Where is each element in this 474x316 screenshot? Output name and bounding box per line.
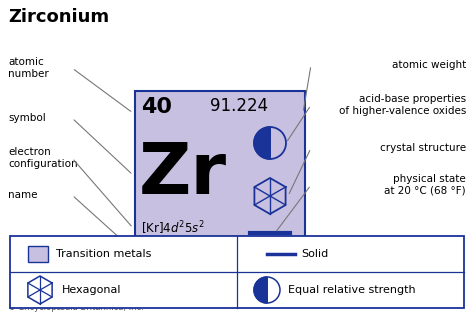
Text: Hexagonal: Hexagonal — [62, 285, 121, 295]
Text: symbol: symbol — [8, 113, 46, 123]
Text: crystal structure: crystal structure — [380, 143, 466, 153]
FancyBboxPatch shape — [10, 236, 464, 308]
Text: name: name — [8, 190, 37, 200]
FancyBboxPatch shape — [135, 91, 305, 266]
Polygon shape — [254, 277, 267, 303]
Text: Zirconium: Zirconium — [8, 8, 109, 26]
Text: Equal relative strength: Equal relative strength — [288, 285, 416, 295]
Text: physical state
at 20 °C (68 °F): physical state at 20 °C (68 °F) — [384, 174, 466, 196]
Text: © Encyclopædia Britannica, Inc.: © Encyclopædia Britannica, Inc. — [8, 303, 144, 312]
Text: atomic weight: atomic weight — [392, 60, 466, 70]
Text: atomic
number: atomic number — [8, 57, 49, 79]
Text: zirconium: zirconium — [141, 243, 209, 257]
Text: 91.224: 91.224 — [210, 97, 268, 115]
Text: electron
configuration: electron configuration — [8, 147, 78, 169]
FancyBboxPatch shape — [28, 246, 48, 262]
Text: 40: 40 — [141, 97, 172, 117]
Text: acid-base properties
of higher-valence oxides: acid-base properties of higher-valence o… — [338, 94, 466, 116]
Text: [Kr]4$d^2$5$s^2$: [Kr]4$d^2$5$s^2$ — [141, 219, 205, 237]
Text: Zr: Zr — [139, 141, 227, 210]
Polygon shape — [254, 127, 270, 159]
Text: Solid: Solid — [301, 249, 328, 259]
Text: Transition metals: Transition metals — [56, 249, 151, 259]
